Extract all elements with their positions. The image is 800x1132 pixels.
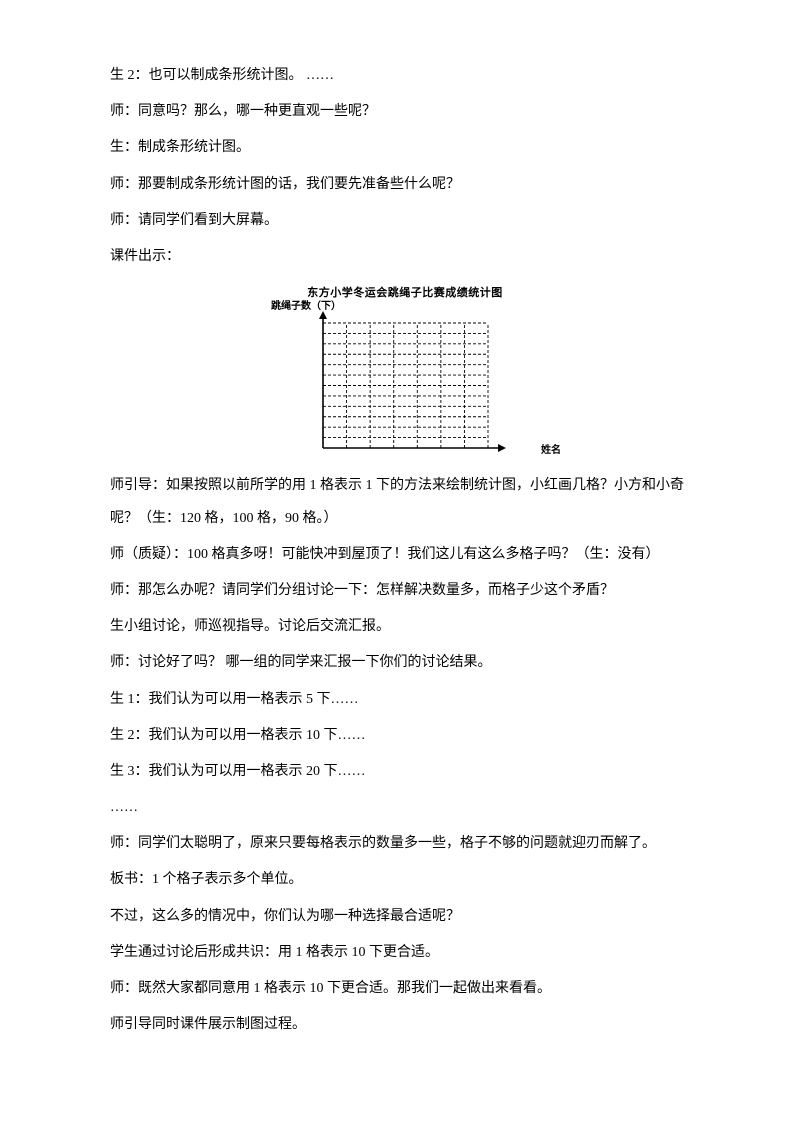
dialogue-line: 板书：1 个格子表示多个单位。 [110, 864, 700, 896]
dialogue-line: 生 3：我们认为可以用一格表示 20 下…… [110, 756, 700, 788]
dialogue-line: 师引导：如果按照以前所学的用 1 格表示 1 下的方法来绘制统计图，小红画几格？… [110, 470, 700, 534]
dialogue-line: 师：那怎么办呢？请同学们分组讨论一下：怎样解决数量多，而格子少这个矛盾？ [110, 575, 700, 607]
document-page: 生 2：也可以制成条形统计图。 …… 师：同意吗？那么，哪一种更直观一些呢？ 生… [0, 0, 800, 1105]
dialogue-line: 生 2：我们认为可以用一格表示 10 下…… [110, 720, 700, 752]
dialogue-line: 师：那要制成条形统计图的话，我们要先准备些什么呢？ [110, 169, 700, 201]
blank-grid-chart [295, 308, 515, 458]
dialogue-line: 学生通过讨论后形成共识：用 1 格表示 10 下更合适。 [110, 937, 700, 969]
dialogue-line: 师：请同学们看到大屏幕。 [110, 205, 700, 237]
dialogue-line: 师：既然大家都同意用 1 格表示 10 下更合适。那我们一起做出来看看。 [110, 973, 700, 1005]
chart-container: 东方小学冬运会跳绳子比赛成绩统计图 跳绳子数（下） 姓名 [110, 281, 700, 458]
dialogue-line: 生小组讨论，师巡视指导。讨论后交流汇报。 [110, 611, 700, 643]
dialogue-line: 课件出示： [110, 241, 700, 273]
chart-wrap: 东方小学冬运会跳绳子比赛成绩统计图 跳绳子数（下） 姓名 [275, 281, 535, 458]
chart-x-axis-label: 姓名 [541, 439, 561, 462]
chart-y-axis-label: 跳绳子数（下） [271, 295, 341, 318]
dialogue-line: 师：讨论好了吗？ 哪一组的同学来汇报一下你们的讨论结果。 [110, 647, 700, 679]
dialogue-line: 师：同学们太聪明了，原来只要每格表示的数量多一些，格子不够的问题就迎刃而解了。 [110, 828, 700, 860]
dialogue-line: 师（质疑）：100 格真多呀！可能快冲到屋顶了！我们这儿有这么多格子吗？（生：没… [110, 539, 700, 571]
dialogue-line: 生：制成条形统计图。 [110, 132, 700, 164]
dialogue-line: 不过，这么多的情况中，你们认为哪一种选择最合适呢？ [110, 901, 700, 933]
dialogue-line: 师引导同时课件展示制图过程。 [110, 1009, 700, 1041]
dialogue-line: 生 1：我们认为可以用一格表示 5 下…… [110, 684, 700, 716]
dialogue-line: 生 2：也可以制成条形统计图。 …… [110, 60, 700, 92]
dialogue-line: …… [110, 792, 700, 824]
dialogue-line: 师：同意吗？那么，哪一种更直观一些呢？ [110, 96, 700, 128]
